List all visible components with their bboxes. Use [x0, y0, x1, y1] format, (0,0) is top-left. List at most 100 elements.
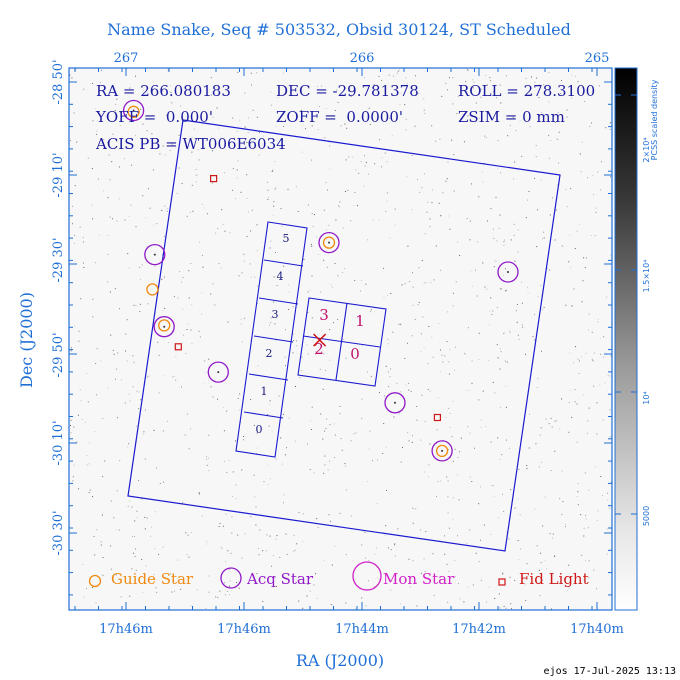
noise-dot	[77, 414, 79, 416]
noise-dot	[79, 226, 81, 228]
noise-dot	[147, 303, 149, 305]
noise-dot	[141, 559, 143, 560]
noise-dot	[407, 432, 409, 434]
noise-dot	[467, 115, 469, 117]
noise-dot	[535, 156, 537, 158]
noise-dot	[405, 77, 407, 79]
noise-dot	[452, 400, 454, 402]
noise-dot	[310, 420, 312, 422]
noise-dot	[345, 602, 347, 604]
noise-dot	[574, 401, 576, 403]
noise-dot	[227, 590, 229, 592]
noise-dot	[548, 101, 550, 103]
noise-dot	[158, 328, 160, 330]
noise-dot	[73, 464, 75, 466]
noise-dot	[327, 469, 329, 471]
fid-light-marker	[433, 413, 441, 422]
noise-dot	[554, 555, 556, 556]
left-tick-5: -30 30'	[51, 510, 66, 555]
noise-dot	[198, 493, 200, 495]
noise-dot	[243, 260, 245, 262]
noise-dot	[205, 455, 207, 457]
noise-dot	[235, 198, 237, 199]
noise-dot	[469, 476, 471, 478]
noise-dot	[510, 239, 512, 241]
noise-dot	[167, 342, 169, 343]
noise-dot	[311, 406, 313, 408]
noise-dot	[329, 424, 331, 426]
noise-dot	[510, 603, 512, 605]
noise-dot	[603, 356, 605, 358]
noise-dot	[441, 354, 443, 356]
noise-dot	[162, 310, 164, 312]
noise-dot	[495, 260, 497, 262]
noise-dot	[350, 515, 352, 517]
noise-dot	[110, 568, 112, 570]
noise-dot	[69, 74, 71, 76]
noise-dot	[412, 272, 413, 274]
noise-dot	[201, 254, 203, 256]
noise-dot	[102, 557, 104, 558]
noise-dot	[454, 576, 456, 578]
noise-dot	[193, 128, 195, 130]
noise-dot	[102, 418, 104, 419]
noise-dot	[237, 71, 239, 73]
noise-dot	[201, 203, 203, 205]
noise-dot	[540, 427, 542, 429]
noise-dot	[569, 352, 571, 354]
noise-dot	[178, 134, 180, 136]
noise-dot	[594, 235, 596, 236]
noise-dot	[177, 297, 179, 299]
noise-dot	[282, 463, 283, 465]
noise-dot	[96, 394, 98, 396]
noise-dot	[393, 75, 395, 77]
noise-dot	[307, 291, 309, 293]
noise-dot	[517, 498, 519, 500]
noise-dot	[540, 562, 542, 564]
noise-dot	[204, 147, 206, 149]
noise-dot	[270, 317, 272, 319]
noise-dot	[588, 329, 589, 331]
noise-dot	[334, 423, 335, 425]
noise-dot	[74, 185, 76, 187]
noise-dot	[589, 125, 591, 127]
noise-dot	[154, 511, 156, 513]
noise-dot	[404, 104, 406, 106]
noise-dot	[527, 199, 529, 201]
noise-dot	[271, 171, 273, 172]
noise-dot	[300, 109, 302, 111]
noise-dot	[230, 552, 232, 554]
noise-dot	[144, 458, 146, 460]
noise-dot	[469, 220, 471, 222]
noise-dot	[447, 89, 449, 91]
noise-dot	[345, 465, 347, 467]
noise-dot	[390, 368, 392, 370]
noise-dot	[186, 413, 188, 415]
noise-dot	[437, 481, 439, 483]
noise-dot	[191, 151, 193, 153]
bottom-tick-2: 17h44m	[335, 622, 389, 637]
noise-dot	[539, 595, 541, 597]
noise-dot	[432, 356, 434, 358]
noise-dot	[126, 319, 128, 321]
noise-dot	[170, 85, 172, 87]
noise-dot	[504, 360, 506, 362]
noise-dot	[117, 352, 119, 354]
noise-dot	[317, 253, 319, 255]
noise-dot	[282, 126, 284, 127]
noise-dot	[331, 604, 333, 606]
noise-dot	[72, 205, 74, 207]
noise-dot	[297, 211, 299, 212]
noise-dot	[440, 214, 442, 216]
noise-dot	[228, 586, 230, 588]
noise-dot	[556, 138, 558, 140]
acq-star-marker	[153, 316, 175, 338]
noise-dot	[135, 226, 137, 228]
noise-dot	[86, 464, 88, 466]
noise-dot	[202, 266, 204, 268]
noise-dot	[584, 267, 586, 269]
noise-dot	[271, 430, 273, 432]
noise-dot	[344, 463, 346, 465]
noise-dot	[274, 323, 276, 325]
noise-dot	[228, 460, 230, 461]
